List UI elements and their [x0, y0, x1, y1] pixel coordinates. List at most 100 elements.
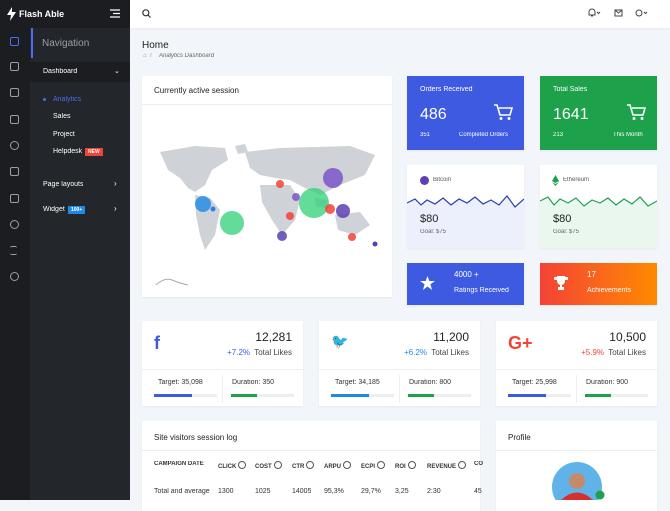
table-cell: 3,25 [395, 488, 409, 495]
social-change: +7.2% [227, 348, 250, 357]
divider [142, 369, 303, 370]
social-label: Total Likes [431, 348, 469, 357]
duration: Duration: 800 [409, 379, 452, 386]
orders-title: Orders Received [420, 86, 473, 93]
sales-sub-value: 213 [553, 132, 564, 138]
divider [576, 375, 577, 403]
nav-sales[interactable]: Sales [53, 113, 71, 120]
chevron: › [114, 179, 117, 188]
cart-icon [627, 104, 646, 120]
divider [399, 375, 400, 403]
home-icon[interactable]: ⌂ / [143, 53, 152, 59]
ratings-value: 4000 + [454, 270, 479, 279]
cart-icon [494, 104, 513, 120]
icon-layout[interactable] [10, 88, 19, 97]
icon-tv[interactable] [10, 194, 19, 203]
divider [142, 450, 480, 451]
info-icon[interactable] [407, 461, 416, 469]
nav-analytics[interactable]: Analytics [53, 96, 82, 103]
table-header: ARPU [324, 461, 352, 470]
achievements-value: 17 [587, 270, 596, 279]
divider [496, 369, 657, 370]
info-icon[interactable] [458, 461, 467, 469]
icon-dashboard[interactable] [10, 37, 19, 46]
logo [7, 7, 16, 21]
sales-card [540, 76, 657, 150]
ethereum-name: Ethereum [563, 177, 590, 183]
info-icon[interactable] [273, 461, 282, 469]
table-cell: 14005 [292, 488, 312, 495]
trophy-icon [554, 276, 568, 290]
top-bar [130, 0, 670, 28]
social-label: Total Likes [608, 348, 646, 357]
ethereum-value: $80 [553, 213, 572, 225]
social-icon: f [154, 333, 160, 353]
table-header: ROI [395, 461, 416, 470]
table-cell: 45 [474, 488, 482, 495]
info-icon[interactable] [377, 461, 386, 469]
info-icon[interactable] [343, 461, 352, 469]
progress-bar [154, 394, 192, 397]
orders-sub-value: 351 [420, 132, 431, 138]
search-icon[interactable] [142, 9, 151, 18]
menu-toggle[interactable] [110, 9, 120, 18]
table-header: CLICK [218, 461, 247, 470]
icon-align[interactable] [10, 246, 17, 255]
card-title: Profile [508, 433, 531, 442]
verified-badge [595, 490, 605, 500]
header-icons[interactable] [587, 8, 662, 18]
info-icon[interactable] [306, 461, 315, 469]
social-value: 11,200 [433, 330, 469, 344]
divider [496, 450, 657, 451]
social-value: 10,500 [609, 330, 646, 344]
icon-doc[interactable] [10, 167, 19, 176]
nav-project[interactable]: Project [53, 131, 75, 138]
chevron: ⌄ [114, 68, 120, 75]
card-title: Site visitors session log [154, 433, 238, 442]
card-title: Currently active session [154, 86, 239, 95]
icon-help[interactable] [10, 272, 19, 281]
progress-bar [585, 394, 611, 397]
table-header: COST [255, 461, 282, 470]
table-header: CAMPAIGN DATE [154, 461, 204, 467]
nav-page-layouts[interactable]: Page layouts [43, 181, 84, 188]
social-label: Total Likes [254, 348, 292, 357]
nav-helpdesk[interactable]: Helpdesk [53, 148, 83, 155]
brand-bar [0, 0, 130, 28]
sales-sub-label: This Month [613, 132, 643, 138]
progress-track [231, 394, 294, 397]
orders-value: 486 [420, 106, 447, 123]
social-icon: G+ [508, 333, 533, 353]
badge-widget: 100+ [68, 206, 86, 214]
orders-sub-label: Completed Orders [459, 132, 509, 138]
table-cell: Total and average [154, 488, 210, 495]
bitcoin-name: Bitcoin [433, 177, 452, 183]
world-map [155, 144, 378, 286]
table-cell: 1025 [255, 488, 271, 495]
ethereum-goal: Goal: $75 [553, 229, 580, 235]
social-change: +6.2% [404, 348, 427, 357]
breadcrumb[interactable]: Analytics Dashboard [159, 53, 215, 59]
dashboard-row[interactable] [30, 62, 130, 82]
progress-track [408, 394, 471, 397]
info-icon[interactable] [238, 461, 247, 469]
progress-bar [331, 394, 369, 397]
ratings-label: Ratings Received [454, 287, 509, 294]
bullet [43, 98, 46, 101]
table-cell: 95,3% [324, 488, 344, 495]
badge-new: NEW [85, 148, 103, 156]
icon-layers[interactable] [10, 62, 19, 71]
nav-heading: Navigation [42, 38, 90, 49]
nav-dashboard[interactable]: Dashboard [43, 68, 78, 75]
duration: Duration: 350 [232, 379, 275, 386]
sales-title: Total Sales [553, 86, 588, 93]
nav-widget[interactable]: Widget [43, 206, 65, 213]
icon-chart[interactable] [10, 141, 19, 150]
icon-list[interactable] [10, 115, 19, 124]
brand: Flash Able [19, 9, 65, 19]
page-title: Home [142, 40, 169, 51]
table-header: ECPI [361, 461, 386, 470]
table-header: CO [474, 461, 483, 467]
icon-settings[interactable] [10, 220, 19, 229]
